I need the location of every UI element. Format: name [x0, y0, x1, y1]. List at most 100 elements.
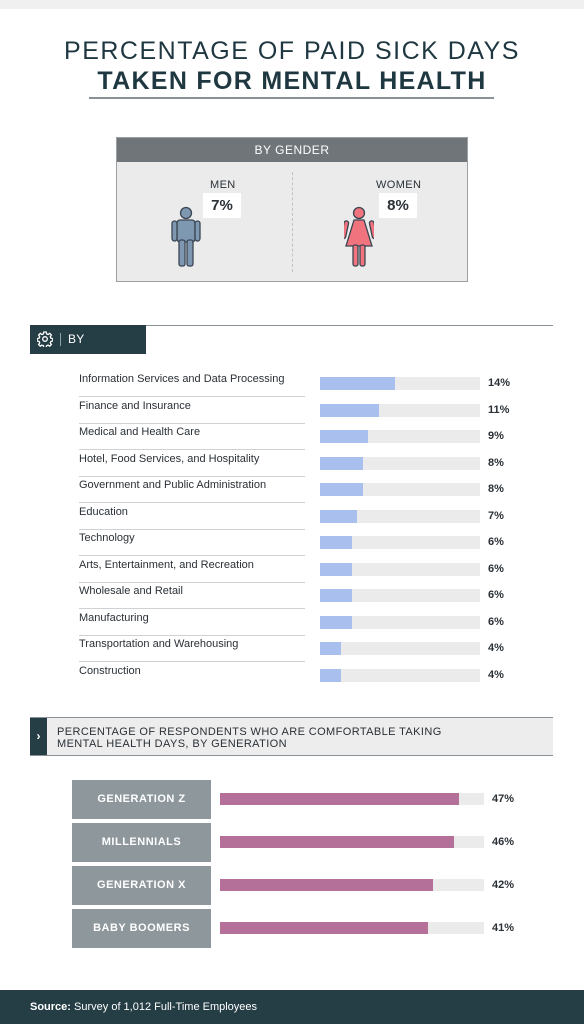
- industry-bar: [320, 377, 395, 390]
- industry-header-separator: [60, 333, 61, 346]
- industry-row: Arts, Entertainment, and Recreation: [79, 557, 305, 583]
- industry-name: Wholesale and Retail: [79, 585, 183, 597]
- industry-bar: [320, 562, 352, 576]
- industry-bar-track: [320, 456, 480, 470]
- top-strip: [0, 0, 584, 9]
- title-line-1: PERCENTAGE OF PAID SICK DAYS: [64, 37, 520, 65]
- industry-bar-track: [320, 589, 480, 602]
- industry-bar-track: [320, 615, 480, 629]
- industry-value-label: 7%: [488, 509, 504, 522]
- industry-row: Finance and Insurance: [79, 398, 305, 424]
- industry-bar: [320, 668, 342, 682]
- generation-bar: [220, 922, 429, 934]
- generation-label: GENERATION X: [72, 866, 211, 905]
- man-icon: [171, 206, 201, 267]
- generation-value-label: 46%: [492, 836, 515, 848]
- industry-row: Government and Public Administration: [79, 477, 305, 503]
- industry-name: Government and Public Administration: [79, 479, 267, 491]
- generation-bar: [220, 836, 454, 848]
- industry-value-label: 14%: [488, 377, 511, 389]
- industry-bar-track: [320, 668, 480, 682]
- title-line-2: TAKEN FOR MENTAL HEALTH: [97, 67, 487, 95]
- generation-label: BABY BOOMERS: [72, 909, 211, 948]
- industry-row: Technology: [79, 530, 305, 556]
- women-label: WOMEN: [376, 179, 422, 191]
- industry-row: Medical and Health Care: [79, 424, 305, 450]
- industry-name: Hotel, Food Services, and Hospitality: [79, 452, 260, 465]
- industry-bar-track: [320, 536, 480, 549]
- generation-bar-track: [220, 793, 484, 805]
- industry-row: Construction: [79, 663, 305, 689]
- footer: Source: Survey of 1,012 Full-Time Employ…: [0, 990, 584, 1024]
- industry-name: Education: [79, 505, 128, 518]
- industry-bar-track: [320, 642, 480, 655]
- generation-value-label: 41%: [492, 922, 515, 934]
- industry-header-label: BY INDUSTRY: [68, 332, 132, 375]
- industry-value-label: 8%: [488, 483, 504, 495]
- industry-name: Construction: [79, 664, 141, 677]
- industry-row: Transportation and Warehousing: [79, 636, 305, 662]
- generation-bar: [220, 879, 434, 891]
- industry-row: Hotel, Food Services, and Hospitality: [79, 451, 305, 477]
- generation-bar: [220, 793, 459, 805]
- generation-value-label: 42%: [492, 879, 515, 891]
- industry-bar-track: [320, 377, 480, 390]
- industry-bar: [320, 509, 358, 523]
- industry-name: Manufacturing: [79, 611, 149, 624]
- industry-bar: [320, 536, 352, 549]
- industry-value-label: 6%: [488, 562, 504, 575]
- women-value: 8%: [379, 193, 417, 218]
- industry-name: Technology: [79, 532, 135, 544]
- industry-name: Arts, Entertainment, and Recreation: [79, 558, 254, 571]
- industry-value-label: 4%: [488, 668, 504, 681]
- industry-value-label: 4%: [488, 642, 504, 654]
- industry-row: Manufacturing: [79, 610, 305, 636]
- gear-icon: [37, 331, 53, 347]
- men-label: MEN: [210, 179, 236, 191]
- woman-icon: [344, 206, 374, 267]
- industry-bar-track: [320, 562, 480, 576]
- generation-label: MILLENNIALS: [72, 823, 211, 862]
- title-underline: [89, 97, 494, 99]
- industry-bar-track: [320, 509, 480, 523]
- industry-row: Education: [79, 504, 305, 530]
- industry-bar: [320, 642, 342, 655]
- industry-name: Information Services and Data Processing: [79, 373, 285, 385]
- generation-title-line-1: PERCENTAGE OF RESPONDENTS WHO ARE COMFOR…: [57, 726, 442, 738]
- industry-name: Transportation and Warehousing: [79, 638, 239, 650]
- industry-row: Wholesale and Retail: [79, 583, 305, 609]
- industry-bar-track: [320, 483, 480, 496]
- generation-label: GENERATION Z: [72, 780, 211, 819]
- industry-bar: [320, 615, 352, 629]
- industry-value-label: 6%: [488, 615, 504, 628]
- gender-header: BY GENDER: [117, 138, 467, 162]
- generation-title-line-2: MENTAL HEALTH DAYS, BY GENERATION: [57, 738, 287, 750]
- industry-bar: [320, 430, 368, 443]
- industry-bar: [320, 456, 363, 470]
- generation-value-label: 47%: [492, 793, 515, 805]
- gender-panel: BY GENDER MEN 7% WOMEN 8%: [116, 137, 468, 282]
- industry-row: Information Services and Data Processing: [79, 371, 305, 397]
- gender-divider: [292, 172, 293, 272]
- industry-name: Medical and Health Care: [79, 426, 201, 438]
- industry-value-label: 11%: [488, 403, 510, 416]
- industry-bar: [320, 483, 363, 496]
- men-value: 7%: [203, 193, 241, 218]
- industry-bar: [320, 589, 352, 602]
- industry-rule: [30, 325, 553, 326]
- page-title: PERCENTAGE OF PAID SICK DAYS TAKEN FOR M…: [0, 36, 584, 96]
- chevron-right-icon: ›: [30, 718, 47, 755]
- generation-title: PERCENTAGE OF RESPONDENTS WHO ARE COMFOR…: [57, 726, 442, 750]
- industry-bar-track: [320, 403, 480, 417]
- source-text: Survey of 1,012 Full-Time Employees: [74, 1001, 258, 1013]
- source-label: Source:: [30, 1001, 71, 1013]
- industry-value-label: 6%: [488, 589, 504, 601]
- industry-header: BY INDUSTRY: [30, 325, 146, 375]
- industry-name: Finance and Insurance: [79, 399, 191, 412]
- generation-header: › PERCENTAGE OF RESPONDENTS WHO ARE COMF…: [30, 717, 553, 756]
- industry-value-label: 9%: [488, 430, 504, 442]
- generation-bar-track: [220, 922, 484, 934]
- generation-bar-track: [220, 879, 484, 891]
- industry-value-label: 6%: [488, 536, 504, 548]
- industry-bar: [320, 403, 379, 417]
